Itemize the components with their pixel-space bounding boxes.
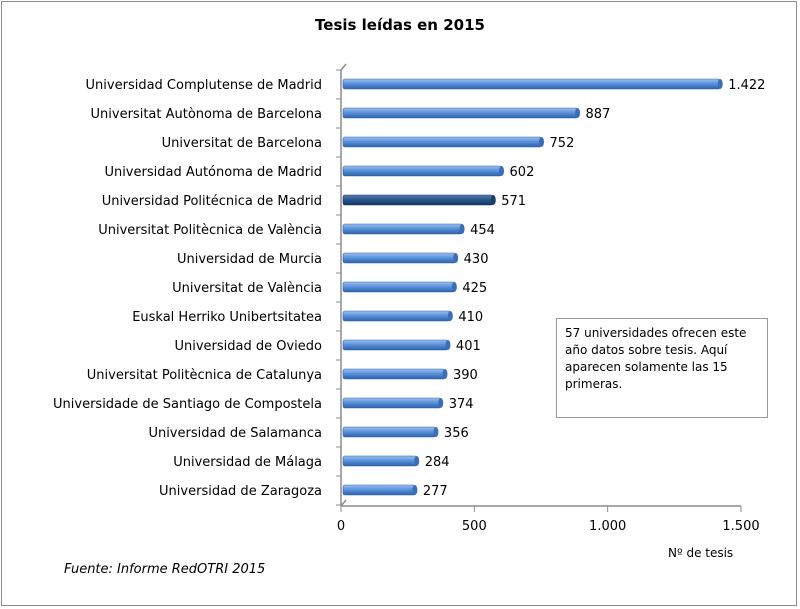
x-tick-label: 500 bbox=[462, 519, 487, 534]
bar bbox=[342, 310, 451, 322]
bar bbox=[342, 223, 463, 235]
bar-end-cap bbox=[459, 224, 465, 234]
bar bbox=[342, 455, 418, 467]
category-label: Universidad Complutense de Madrid bbox=[86, 78, 322, 93]
data-label: 374 bbox=[449, 397, 474, 412]
category-label: Universidad Politécnica de Madrid bbox=[102, 194, 322, 209]
category-label: Universidad de Zaragoza bbox=[159, 484, 322, 499]
data-label: 356 bbox=[444, 426, 469, 441]
x-tick-label: 1.000 bbox=[589, 519, 626, 534]
bar-end-cap bbox=[433, 427, 439, 437]
source-note: Fuente: Informe RedOTRI 2015 bbox=[64, 562, 266, 577]
bar-end-cap bbox=[451, 282, 457, 292]
bar bbox=[342, 78, 721, 90]
bar bbox=[342, 397, 442, 409]
data-label: 425 bbox=[462, 281, 487, 296]
data-label: 454 bbox=[470, 223, 495, 238]
bar-end-cap bbox=[575, 108, 581, 118]
bar bbox=[342, 368, 446, 380]
category-label: Universitat de València bbox=[172, 281, 322, 296]
chart-title: Tesis leídas en 2015 bbox=[315, 16, 485, 34]
bar-end-cap bbox=[445, 340, 451, 350]
bar-end-cap bbox=[453, 253, 459, 263]
bar bbox=[342, 252, 456, 264]
bar bbox=[342, 194, 494, 206]
bar-end-cap bbox=[414, 456, 420, 466]
bar-end-cap bbox=[499, 166, 505, 176]
axis-depth-line bbox=[340, 499, 347, 507]
category-label: Universitat Autònoma de Barcelona bbox=[91, 107, 322, 122]
bar-end-cap bbox=[490, 195, 496, 205]
category-label: Universidad de Oviedo bbox=[174, 339, 322, 354]
category-label: Euskal Herriko Unibertsitatea bbox=[132, 310, 322, 325]
data-label: 602 bbox=[510, 165, 535, 180]
category-label: Universidad Autónoma de Madrid bbox=[104, 165, 322, 180]
bar bbox=[342, 339, 449, 351]
bar bbox=[342, 107, 578, 119]
bar bbox=[342, 484, 416, 496]
annotation-box: 57 universidades ofrecen este año datos … bbox=[556, 318, 768, 418]
data-label: 277 bbox=[423, 484, 448, 499]
bar-end-cap bbox=[442, 369, 448, 379]
data-label: 390 bbox=[453, 368, 478, 383]
data-label: 284 bbox=[425, 455, 450, 470]
axis-depth-line bbox=[340, 63, 347, 71]
data-label: 887 bbox=[586, 107, 611, 122]
data-label: 410 bbox=[458, 310, 483, 325]
data-label: 430 bbox=[464, 252, 489, 267]
category-label: Universidad de Salamanca bbox=[148, 426, 322, 441]
bar-end-cap bbox=[717, 79, 723, 89]
x-tick-label: 0 bbox=[337, 519, 345, 534]
data-label: 1.422 bbox=[728, 78, 765, 93]
bar-end-cap bbox=[539, 137, 545, 147]
bar-end-cap bbox=[447, 311, 453, 321]
bar bbox=[342, 426, 437, 438]
category-label: Universitat Politècnica de Catalunya bbox=[87, 368, 322, 383]
x-axis-label: Nº de tesis bbox=[668, 546, 734, 560]
data-label: 752 bbox=[550, 136, 575, 151]
category-label: Universidade de Santiago de Compostela bbox=[53, 397, 322, 412]
bar-end-cap bbox=[412, 485, 418, 495]
category-label: Universidad de Murcia bbox=[177, 252, 322, 267]
x-tick-label: 1.500 bbox=[722, 519, 759, 534]
data-label: 571 bbox=[501, 194, 526, 209]
bar-end-cap bbox=[438, 398, 444, 408]
bar bbox=[342, 165, 502, 177]
category-label: Universitat de Barcelona bbox=[162, 136, 322, 151]
bar bbox=[342, 136, 542, 148]
category-label: Universitat Politècnica de València bbox=[98, 223, 322, 238]
bar bbox=[342, 281, 455, 293]
category-label: Universidad de Málaga bbox=[173, 455, 322, 470]
data-label: 401 bbox=[456, 339, 481, 354]
